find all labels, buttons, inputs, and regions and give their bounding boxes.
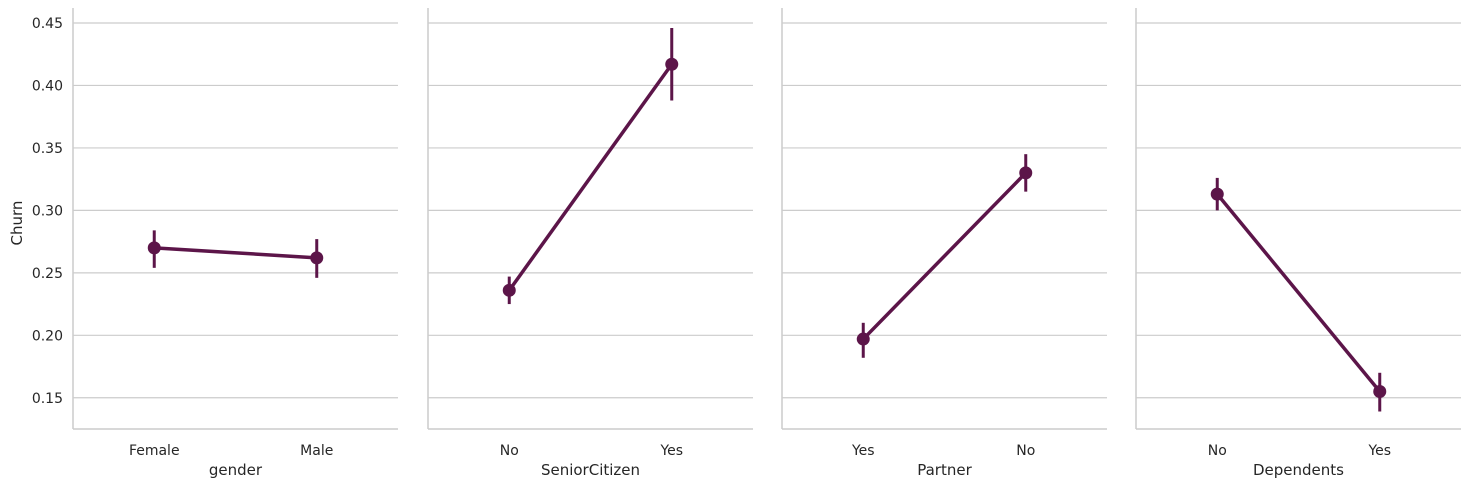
y-tick-label: 0.15: [32, 391, 63, 407]
data-point: [1373, 385, 1387, 399]
series-line: [1215, 193, 1382, 393]
x-axis-label: Dependents: [1253, 461, 1344, 479]
x-tick-label: No: [1016, 443, 1035, 459]
y-tick-label: 0.20: [32, 328, 63, 344]
data-point: [665, 57, 679, 71]
data-point: [1210, 187, 1224, 201]
x-tick-label: Yes: [851, 443, 875, 459]
y-tick-label: 0.40: [32, 78, 63, 94]
data-point: [310, 251, 324, 265]
x-tick-label: Male: [300, 443, 333, 459]
series-line: [507, 63, 674, 292]
data-point: [147, 241, 161, 255]
data-point: [1019, 166, 1033, 180]
x-tick-label: No: [1208, 443, 1227, 459]
x-axis-label: Partner: [917, 461, 972, 479]
series-line: [861, 171, 1028, 341]
y-tick-label: 0.35: [32, 141, 63, 157]
data-point: [502, 283, 516, 297]
y-tick-label: 0.25: [32, 266, 63, 282]
x-tick-label: Yes: [659, 443, 683, 459]
x-tick-label: Yes: [1367, 443, 1391, 459]
y-tick-label: 0.45: [32, 16, 63, 32]
x-tick-label: Female: [129, 443, 180, 459]
series-line: [154, 246, 317, 260]
y-axis-label: Churn: [8, 201, 26, 246]
data-point: [856, 332, 870, 346]
x-axis-label: gender: [209, 461, 263, 479]
x-tick-label: No: [500, 443, 519, 459]
x-axis-label: SeniorCitizen: [541, 461, 640, 479]
y-tick-label: 0.30: [32, 203, 63, 219]
